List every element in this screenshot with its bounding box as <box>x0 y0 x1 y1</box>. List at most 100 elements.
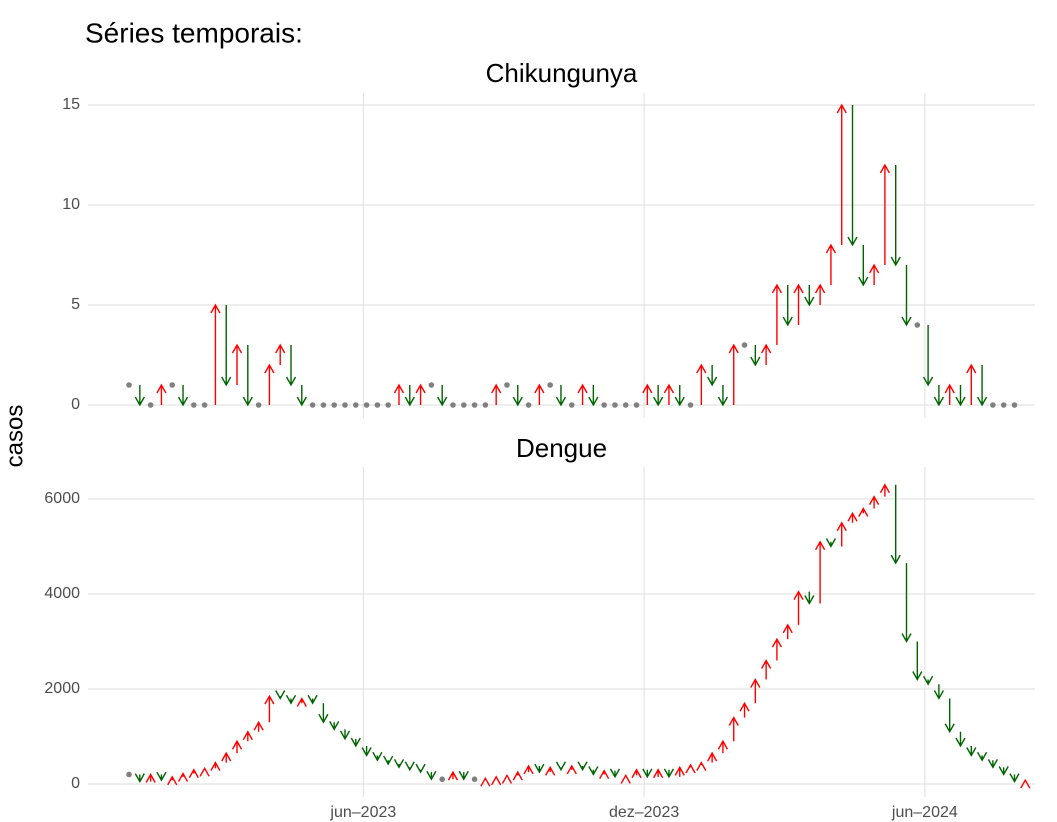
point <box>482 402 489 408</box>
point <box>460 402 467 408</box>
arrow-down <box>221 305 232 387</box>
arrow-up <box>199 766 210 777</box>
point <box>126 771 132 778</box>
point <box>547 382 553 388</box>
point <box>450 402 456 408</box>
arrow-down <box>134 773 145 784</box>
arrow-down <box>588 766 599 776</box>
arrow-up <box>728 716 739 742</box>
arrow-down <box>922 325 934 387</box>
arrow-down <box>329 721 340 731</box>
arrow-up <box>868 263 880 285</box>
point <box>622 402 629 408</box>
arrow-down <box>512 385 523 407</box>
point <box>428 382 435 388</box>
arrow-up <box>696 761 707 771</box>
y-tick-label: 6000 <box>44 490 80 507</box>
y-tick-label: 2000 <box>44 680 80 697</box>
point <box>1011 402 1018 408</box>
point <box>471 776 478 783</box>
arrow-up <box>599 769 610 780</box>
arrow-down <box>653 385 664 407</box>
x-tick-label: dez–2023 <box>609 804 679 821</box>
arrow-down <box>955 385 966 407</box>
point <box>990 402 996 408</box>
y-tick-label: 0 <box>71 396 80 413</box>
arrow-down <box>404 761 415 772</box>
arrow-down <box>987 759 998 769</box>
arrow-down <box>275 690 286 700</box>
arrow-up <box>674 765 685 777</box>
arrow-up <box>577 383 588 405</box>
arrow-up <box>231 739 243 754</box>
arrow-down <box>890 484 901 565</box>
arrow-up <box>847 511 858 523</box>
arrow-down <box>912 641 923 681</box>
point <box>687 402 694 408</box>
x-tick-label: jun–2023 <box>329 804 396 821</box>
arrow-up <box>480 776 491 787</box>
point <box>126 382 132 388</box>
arrow-down <box>955 731 966 748</box>
point <box>504 382 510 388</box>
y-tick-label: 4000 <box>44 585 80 602</box>
arrow-up <box>653 768 664 779</box>
y-tick-label: 15 <box>62 96 80 113</box>
arrow-down <box>577 761 588 772</box>
arrow-up <box>491 775 502 786</box>
point <box>342 402 348 408</box>
point <box>255 402 262 408</box>
arrow-up <box>815 283 826 305</box>
arrow-up <box>793 590 804 625</box>
arrow-up <box>512 770 523 781</box>
arrow-up <box>447 770 459 781</box>
point <box>320 402 327 408</box>
arrow-up <box>393 383 405 405</box>
arrow-up <box>966 363 977 405</box>
arrow-up <box>264 694 275 723</box>
arrow-up <box>631 768 642 779</box>
arrow-down <box>966 745 977 757</box>
arrow-up <box>177 772 189 782</box>
arrow-up <box>868 495 880 509</box>
arrow-up <box>545 765 556 776</box>
arrow-up <box>879 163 891 265</box>
arrow-down <box>339 729 351 741</box>
point <box>1000 402 1007 408</box>
arrow-down <box>437 385 448 407</box>
arrow-down <box>415 763 426 774</box>
arrow-up <box>242 730 253 742</box>
point <box>309 402 316 408</box>
arrow-up <box>415 383 426 405</box>
arrow-down <box>350 737 361 748</box>
arrow-up <box>620 774 631 784</box>
point <box>374 402 381 408</box>
panel-title: Dengue <box>516 433 607 463</box>
arrow-down <box>804 285 815 307</box>
panel-title: Chikungunya <box>486 58 638 88</box>
point <box>385 402 391 408</box>
arrow-down <box>177 385 189 407</box>
point <box>169 382 176 388</box>
arrow-up <box>858 507 869 517</box>
arrow-down <box>1009 773 1020 784</box>
arrow-down <box>804 591 815 605</box>
arrow-down <box>609 768 621 779</box>
point <box>525 402 532 408</box>
arrow-down <box>901 563 912 643</box>
arrow-down <box>307 694 318 705</box>
arrow-up <box>264 363 275 405</box>
point <box>601 402 607 408</box>
arrow-down <box>383 755 394 766</box>
arrow-up <box>825 243 837 285</box>
arrow-up <box>944 383 955 405</box>
arrow-up <box>717 739 729 754</box>
point <box>147 402 154 408</box>
arrow-up <box>167 775 178 786</box>
arrow-up <box>771 637 783 661</box>
arrow-down <box>890 165 901 267</box>
arrow-down <box>901 265 912 327</box>
arrow-up <box>296 697 307 707</box>
arrow-down <box>372 751 383 762</box>
